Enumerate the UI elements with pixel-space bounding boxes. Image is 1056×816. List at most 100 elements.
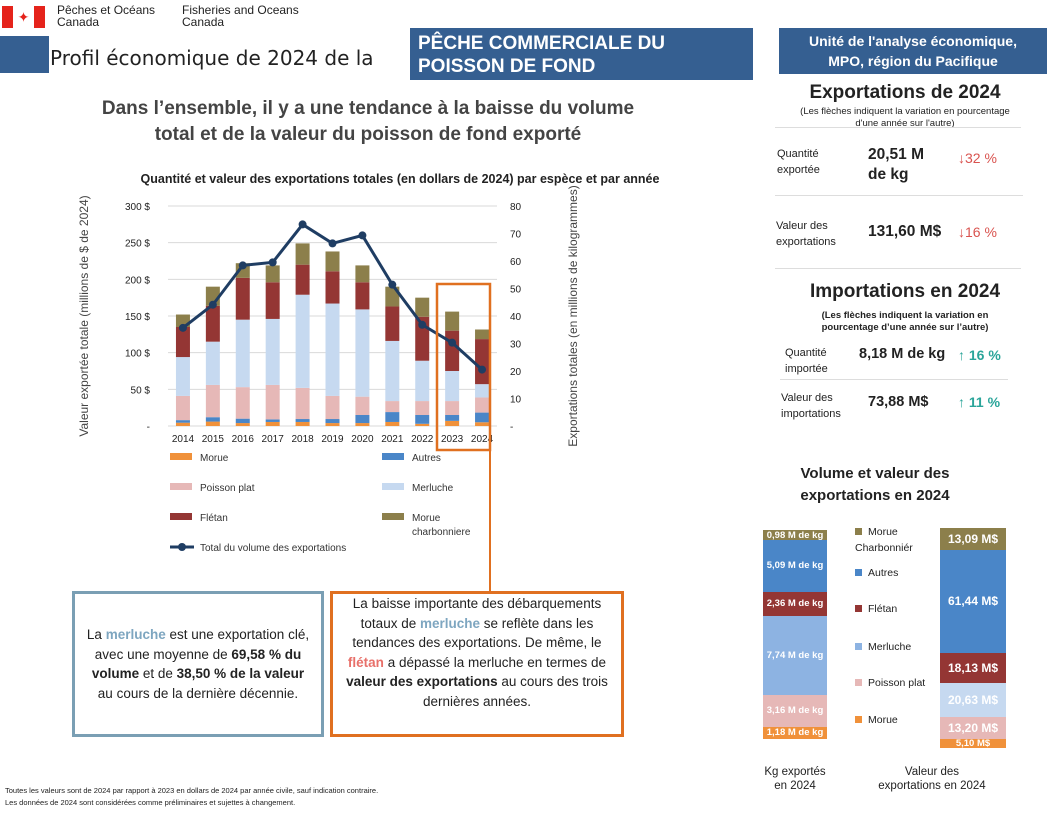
halibut-highlight: flétan — [347, 654, 384, 670]
legend-swatch-charbonniere — [382, 513, 404, 520]
bar-fletan-2014 — [175, 327, 190, 358]
import-qty-label: Quantité importée — [785, 345, 828, 377]
dept-fr-line1: Pêches et Océans — [57, 3, 156, 17]
bar-fletan-2020 — [355, 282, 370, 310]
legend-line-marker — [178, 543, 186, 551]
bar-fletan-2024 — [475, 339, 490, 385]
footnote: Toutes les valeurs sont de 2024 par rapp… — [5, 785, 378, 809]
kg-stacked-bar: 0,98 M de kg 5,09 M de kg 2,36 M de kg 7,74… — [763, 530, 827, 739]
breakdown-title-line2: exportations en 2024 — [800, 487, 950, 504]
bar-merluche-2019 — [325, 303, 340, 396]
bar-poisson_plat-2018 — [295, 387, 310, 420]
segment-merluche: 7,74 M de kg — [763, 615, 827, 695]
segment-poisson-plat: 13,20 M$ — [940, 717, 1006, 740]
bar-merluche-2014 — [175, 357, 190, 396]
bar-autres-2020 — [355, 415, 370, 424]
note-text: a dépassé la merluche en termes de — [383, 654, 607, 670]
y2-tick-label: 30 — [510, 340, 522, 351]
imports-subtitle-line2: pourcentage d’une année sur l’autre) — [821, 322, 989, 333]
legend-label-merluche: Merluche — [412, 483, 454, 494]
y-tick-label: 50 $ — [131, 385, 151, 396]
bar-morue-2021 — [385, 421, 400, 426]
fishery-title-line1: PÊCHE COMMERCIALE DU — [418, 33, 666, 54]
bar-merluche-2021 — [385, 340, 400, 402]
legend-swatch-merluche — [382, 483, 404, 490]
divider — [775, 268, 1021, 269]
legend-label-total-volume: Total du volume des exportations — [200, 543, 346, 554]
breakdown-legend-item: Merluche — [855, 639, 940, 655]
x-tick-label: 2017 — [262, 434, 285, 445]
legend-swatch-fletan — [170, 513, 192, 520]
y2-tick-label: 20 — [510, 367, 522, 378]
bar-poisson_plat-2015 — [205, 384, 220, 418]
import-value-change: ↑ 11 % — [958, 394, 1001, 410]
dept-name-en: Fisheries and Oceans Canada — [182, 4, 299, 28]
bar-merluche-2015 — [205, 341, 220, 385]
breakdown-title-line1: Volume et valeur des — [800, 465, 950, 482]
bar-morue-2022 — [415, 423, 430, 426]
caption-line: exportations en 2024 — [878, 780, 986, 792]
caption-line: Kg exportés — [764, 766, 826, 778]
exports-subtitle: (Les flèches indiquent la variation en p… — [770, 106, 1040, 130]
bar-poisson_plat-2019 — [325, 395, 340, 420]
segment-poisson-plat: 3,16 M de kg — [763, 694, 827, 727]
legend-swatch — [855, 569, 862, 576]
total-volume-point — [268, 258, 277, 267]
segment-autres: 61,44 M$ — [940, 549, 1006, 653]
bar-autres-2017 — [265, 419, 280, 422]
bar-poisson_plat-2021 — [385, 401, 400, 413]
chart-title: Quantité et valeur des exportations tota… — [140, 172, 660, 186]
legend-label: Flétan — [868, 603, 898, 615]
import-value-value: 73,88 M$ — [868, 394, 929, 410]
label-line: importée — [785, 363, 828, 375]
legend-label-morue: Morue — [200, 453, 229, 464]
bar-poisson_plat-2017 — [265, 384, 280, 420]
bar-poisson_plat-2014 — [175, 395, 190, 421]
bar-fletan-2015 — [205, 305, 220, 342]
legend-swatch — [855, 643, 862, 650]
y2-tick-label: 50 — [510, 285, 522, 296]
breakdown-legend-item: Morue — [855, 712, 940, 728]
bar-morue-2016 — [235, 423, 250, 426]
export-qty-value: 20,51 M de kg — [868, 145, 924, 185]
note-text: et de — [139, 666, 177, 681]
label-line: importations — [781, 408, 841, 420]
segment-morue-charbonniér: 0,98 M de kg — [763, 530, 827, 541]
hake-note-text: La merluche est une exportation clé, ave… — [75, 621, 321, 707]
legend-swatch — [855, 528, 862, 535]
callout-connector — [489, 450, 491, 591]
halibut-note-box: La baisse importante des débarquements t… — [330, 591, 624, 737]
kg-caption: Kg exportés en 2024 — [755, 765, 835, 793]
bar-poisson_plat-2023 — [445, 401, 460, 415]
y-axis-label: Valeur exportée totale (millions de $ de… — [77, 195, 91, 437]
dept-name-fr: Pêches et Océans Canada — [57, 4, 155, 28]
dept-en-line1: Fisheries and Oceans — [182, 3, 299, 17]
legend-label-autres: Autres — [412, 453, 441, 464]
bar-merluche-2016 — [235, 319, 250, 388]
note-text: La — [86, 627, 106, 642]
y-tick-label: - — [147, 422, 150, 433]
bar-autres-2022 — [415, 415, 430, 424]
bar-merluche-2017 — [265, 318, 280, 385]
bar-morue-2017 — [265, 421, 280, 426]
breakdown-legend-item: Autres — [855, 565, 940, 581]
imports-subtitle: (Les flèches indiquent la variation en po… — [770, 310, 1040, 334]
segment-morue: 5,10 M$ — [940, 738, 1006, 749]
bar-autres-2023 — [445, 415, 460, 421]
y-tick-label: 100 $ — [125, 349, 150, 360]
legend-swatch-autres — [382, 453, 404, 460]
unit-line1: Unité de l'analyse économique, — [809, 33, 1017, 49]
legend-swatch-poisson_plat — [170, 483, 192, 490]
export-qty-change: ↓32 % — [958, 150, 997, 166]
y2-tick-label: 80 — [510, 202, 522, 213]
headline-line1: Dans l’ensemble, il y a une tendance à l… — [101, 98, 635, 119]
y-tick-label: 200 $ — [125, 275, 150, 286]
legend-label-charbonniere: Morue — [412, 513, 441, 524]
segment-merluche: 20,63 M$ — [940, 682, 1006, 718]
total-volume-point — [418, 320, 427, 329]
legend-label-poisson_plat: Poisson plat — [200, 483, 255, 494]
unit-box: Unité de l'analyse économique, MPO, régio… — [779, 28, 1047, 74]
legend-label-charbonniere: charbonniere — [412, 527, 471, 538]
breakdown-legend-item: Flétan — [855, 601, 940, 617]
x-tick-label: 2022 — [411, 434, 434, 445]
